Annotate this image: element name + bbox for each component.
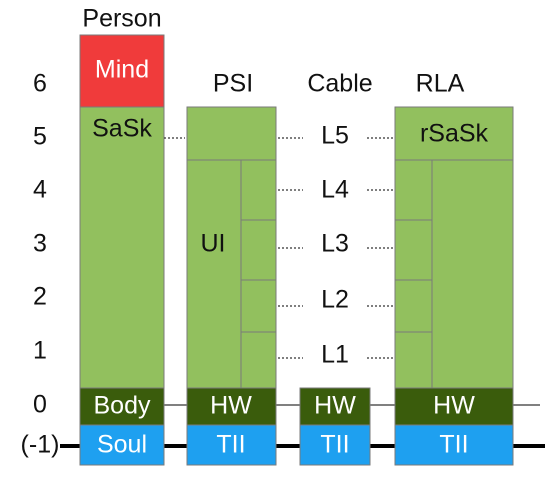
body-box xyxy=(79,387,165,426)
hw-box xyxy=(394,387,514,426)
rla-cell xyxy=(394,219,433,281)
mind-label: Mind xyxy=(95,56,149,84)
column-header: Person xyxy=(82,5,161,33)
rla-cell xyxy=(394,159,433,221)
level-label: L1 xyxy=(321,341,349,369)
rla-cell xyxy=(394,331,433,389)
ui-label: UI xyxy=(201,230,226,258)
row-label: 2 xyxy=(33,283,47,311)
column-header: PSI xyxy=(213,70,253,98)
sask-label: SaSk xyxy=(92,115,152,143)
rsask-label: rSaSk xyxy=(420,120,489,148)
level-label: L2 xyxy=(321,286,349,314)
row-label: 0 xyxy=(33,391,47,419)
rla-main-box xyxy=(431,159,514,389)
sask-box xyxy=(79,106,165,389)
row-label: 1 xyxy=(33,337,47,365)
row-label: 5 xyxy=(33,123,47,151)
soul-label: Soul xyxy=(97,431,147,459)
tii-label: TII xyxy=(439,431,468,459)
hw-box xyxy=(186,387,277,426)
psi-cell xyxy=(240,279,277,333)
psi-top-box xyxy=(186,106,277,161)
tii-box xyxy=(394,424,514,466)
hw-label: HW xyxy=(210,392,252,420)
row-label: 4 xyxy=(33,176,47,204)
psi-cell xyxy=(240,219,277,281)
column-header: Cable xyxy=(307,70,372,98)
tii-box xyxy=(299,424,371,466)
mind-box xyxy=(79,34,165,108)
row-label: 3 xyxy=(33,230,47,258)
psi-cell xyxy=(240,331,277,389)
tii-box xyxy=(186,424,277,466)
row-label: 6 xyxy=(33,70,47,98)
psi-cell xyxy=(240,159,277,221)
level-label: L3 xyxy=(321,230,349,258)
level-label: L4 xyxy=(321,176,349,204)
rsask-box xyxy=(394,106,514,161)
level-label: L5 xyxy=(321,122,349,150)
column-header: RLA xyxy=(416,70,465,98)
row-label: (-1) xyxy=(21,431,60,459)
rla-cell xyxy=(394,279,433,333)
tii-label: TII xyxy=(216,431,245,459)
hw-label: HW xyxy=(433,392,475,420)
tii-label: TII xyxy=(320,431,349,459)
hw-label: HW xyxy=(314,392,356,420)
body-label: Body xyxy=(94,392,151,420)
soul-box xyxy=(79,424,165,466)
